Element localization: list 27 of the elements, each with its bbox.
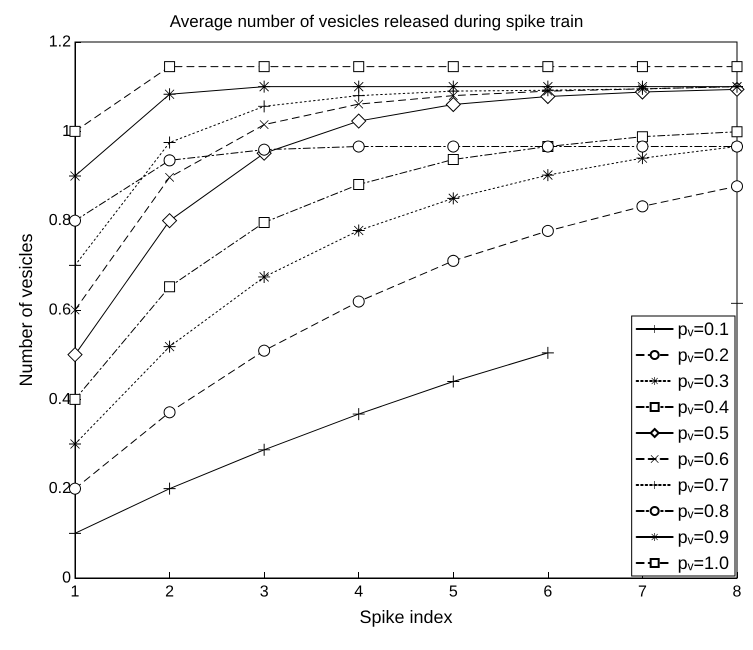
y-tick-label: 0	[62, 570, 72, 586]
legend-label: pᵥ=0.1	[678, 319, 729, 339]
legend-label: pᵥ=0.3	[678, 371, 729, 391]
legend-label: pᵥ=0.2	[678, 345, 729, 365]
y-tick-label: 0.8	[48, 212, 72, 230]
y-tick-label: 0.6	[48, 302, 72, 318]
y-tick-label: 1	[62, 122, 72, 140]
legend-label: pᵥ=1.0	[678, 553, 729, 573]
legend-label: pᵥ=0.4	[678, 397, 729, 417]
legend-label: pᵥ=0.5	[678, 423, 729, 443]
x-axis-title: Spike index	[359, 607, 453, 627]
x-tick-label: 4	[354, 584, 364, 600]
legend-label: pᵥ=0.8	[678, 501, 729, 521]
x-tick-label: 7	[638, 584, 647, 600]
y-tick-label: 0.4	[48, 390, 72, 408]
x-tick-label: 6	[543, 584, 552, 600]
x-tick-label: 3	[260, 584, 269, 600]
legend-label: pᵥ=0.7	[678, 475, 729, 495]
x-tick-label: 5	[448, 584, 458, 600]
x-tick-label: 8	[732, 584, 742, 600]
y-tick-label: 0.2	[48, 480, 72, 498]
legend-label: pᵥ=0.6	[678, 449, 729, 469]
chart-title: Average number of vesicles released during spike train	[170, 12, 584, 31]
x-tick-label: 2	[165, 584, 174, 600]
y-tick-label: 1.2	[48, 34, 72, 50]
legend-label: pᵥ=0.9	[678, 527, 729, 547]
y-axis-title: Number of vesicles	[16, 233, 36, 387]
